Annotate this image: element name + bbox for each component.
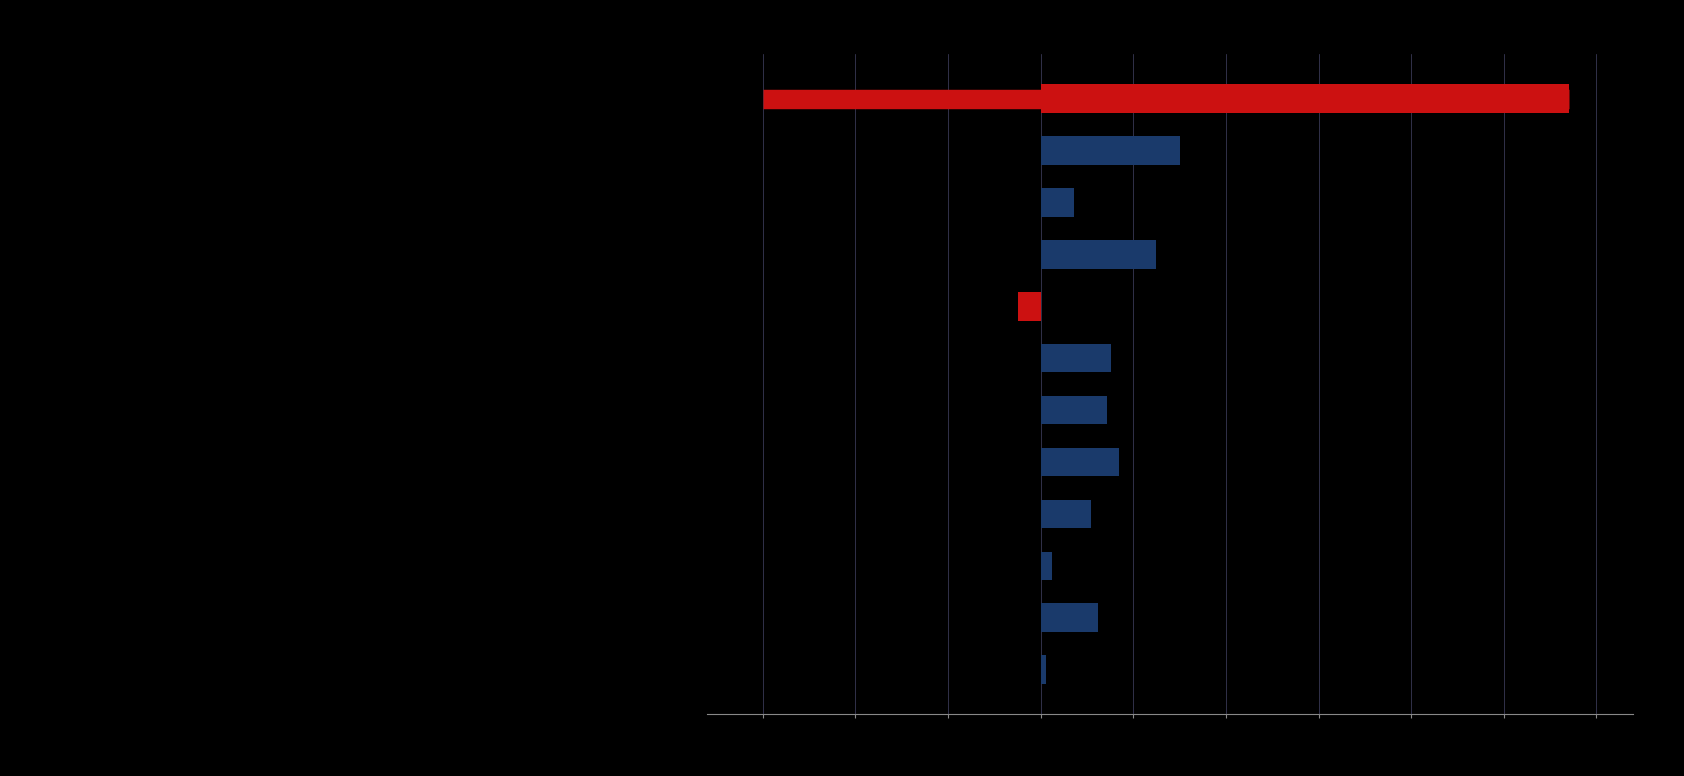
Bar [1041,344,1111,372]
Bar [1041,396,1108,424]
Bar [1019,292,1041,320]
Bar [1041,85,1569,113]
Bar [1041,137,1179,165]
Bar [1041,448,1118,476]
Bar [1041,240,1155,268]
Bar [1041,656,1046,684]
Bar [1041,552,1052,580]
Bar [1041,604,1098,632]
Bar [1041,188,1074,217]
Text: Figure 2. Year Over Year Job Change Industry Size
Northern Va: Figure 2. Year Over Year Job Change Indu… [707,0,1212,37]
Bar [1041,500,1091,528]
